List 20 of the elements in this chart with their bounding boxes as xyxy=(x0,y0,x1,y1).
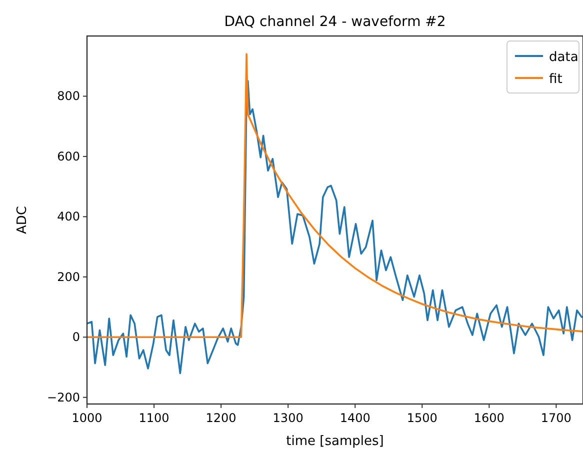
x-tick-label: 1400 xyxy=(340,411,370,425)
legend-label: data xyxy=(549,50,578,65)
line-series xyxy=(87,53,583,338)
y-tick-label: −200 xyxy=(47,390,80,404)
x-tick-label: 1700 xyxy=(540,411,572,425)
y-tick-label: 400 xyxy=(57,210,80,224)
x-tick-label: 1600 xyxy=(474,411,504,425)
x-tick-label: 1300 xyxy=(272,411,304,425)
y-tick-label: 800 xyxy=(57,89,80,104)
y-tick-label: 200 xyxy=(57,270,80,284)
y-tick-label: 600 xyxy=(57,149,80,164)
y-axis-title: ADC xyxy=(15,206,30,234)
y-tick-label: 0 xyxy=(72,330,80,344)
chart-title: DAQ channel 24 - waveform #2 xyxy=(224,14,446,30)
x-tick-label: 1100 xyxy=(138,411,170,425)
x-tick-label: 1500 xyxy=(406,411,438,425)
x-axis-title: time [samples] xyxy=(286,434,384,449)
legend-label: fit xyxy=(549,72,562,87)
x-tick-label: 1200 xyxy=(206,411,236,425)
x-tick-label: 1000 xyxy=(72,411,102,425)
